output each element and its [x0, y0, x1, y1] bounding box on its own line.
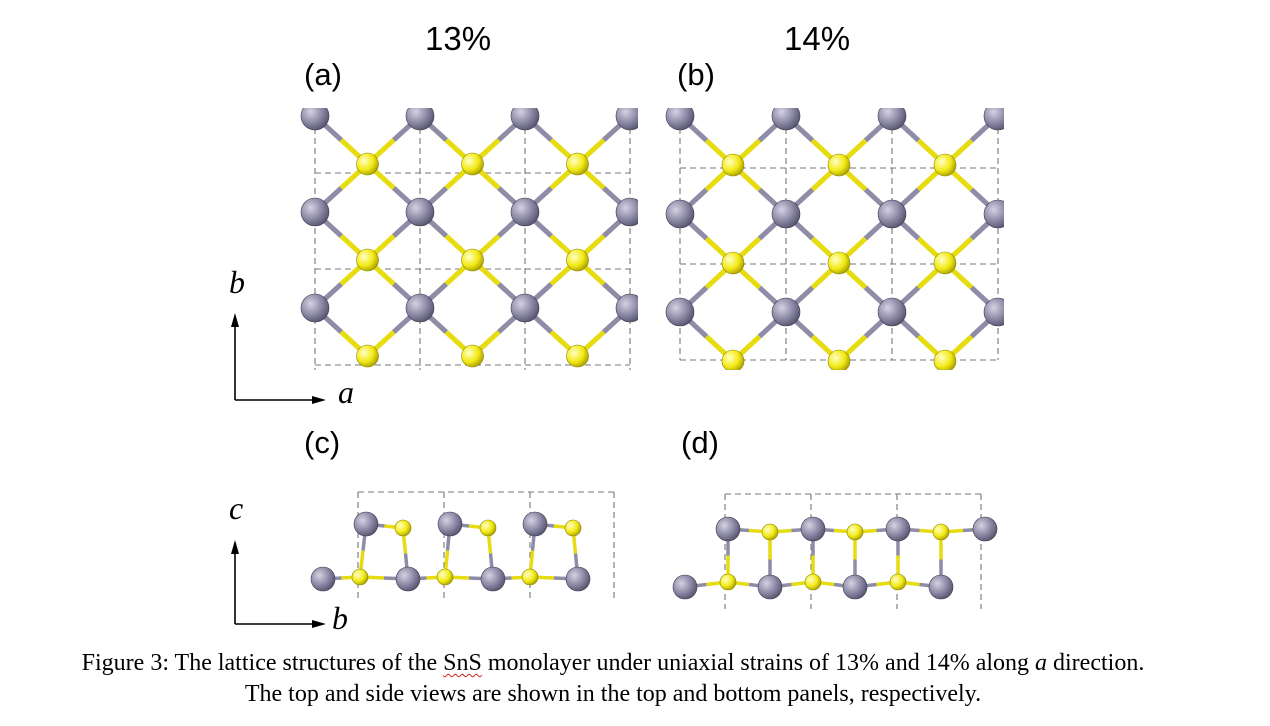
sn-atom — [877, 108, 907, 131]
sn-atom — [300, 108, 330, 131]
sn-atom — [877, 199, 907, 229]
s-atom — [566, 248, 589, 272]
panel-a-top-view-13 — [300, 108, 638, 370]
axis-indicator-bottom — [231, 540, 326, 628]
sn-atom — [757, 574, 783, 600]
s-atom — [827, 251, 851, 275]
heading-14-percent: 14% — [784, 20, 851, 57]
s-atom — [356, 344, 379, 368]
s-atom — [933, 349, 957, 370]
s-atom — [721, 251, 745, 275]
s-atom — [933, 251, 957, 275]
sn-atom — [510, 293, 540, 323]
sn-atom — [972, 516, 998, 542]
caption-text: direction. — [1047, 650, 1145, 676]
sn-atom — [480, 566, 506, 592]
s-atom — [566, 152, 589, 176]
sn-atom — [310, 566, 336, 592]
sn-atom — [983, 199, 1004, 229]
caption-line-2: The top and side views are shown in the … — [244, 681, 982, 707]
sn-atom — [615, 293, 638, 323]
sn-atom — [877, 297, 907, 327]
figure-caption: Figure 3: The lattice structures of the … — [0, 648, 1226, 710]
sn-atom — [672, 574, 698, 600]
sn-atom — [300, 293, 330, 323]
panel-label-d: (d) — [681, 425, 719, 460]
sn-atom — [928, 574, 954, 600]
s-atom — [461, 152, 484, 176]
sn-atom — [665, 297, 695, 327]
sn-atom — [771, 297, 801, 327]
sn-atom — [615, 197, 638, 227]
panel-label-a: (a) — [304, 57, 342, 92]
axis-label-top-b: b — [229, 264, 245, 300]
s-atom — [889, 573, 907, 591]
axis-label-bottom-b: b — [332, 600, 348, 636]
atom-layer — [300, 108, 638, 368]
s-atom — [479, 519, 497, 537]
s-atom — [356, 152, 379, 176]
s-atom — [394, 519, 412, 537]
s-atom — [721, 349, 745, 370]
sn-atom — [771, 108, 801, 131]
s-atom — [564, 519, 582, 537]
sn-atom — [842, 574, 868, 600]
s-atom — [804, 573, 822, 591]
sn-atom — [405, 293, 435, 323]
s-atom — [719, 573, 737, 591]
s-atom — [932, 523, 950, 541]
s-atom — [461, 248, 484, 272]
sn-atom — [715, 516, 741, 542]
sn-atom — [522, 511, 548, 537]
s-atom — [356, 248, 379, 272]
s-atom — [933, 153, 957, 177]
axis-label-top-a: a — [338, 374, 354, 410]
sn-atom — [983, 108, 1004, 131]
sn-atom — [665, 199, 695, 229]
caption-material: SnS — [443, 650, 482, 676]
s-atom — [827, 153, 851, 177]
sn-atom — [983, 297, 1004, 327]
panel-b-top-view-14 — [665, 108, 1004, 370]
s-atom — [521, 568, 539, 586]
caption-line-1: Figure 3: The lattice structures of the … — [0, 648, 1226, 679]
s-atom — [351, 568, 369, 586]
s-atom — [436, 568, 454, 586]
atom-layer — [665, 108, 1004, 370]
panel-label-c: (c) — [304, 425, 341, 460]
s-atom — [461, 344, 484, 368]
sn-atom — [300, 197, 330, 227]
axis-indicator-top — [231, 313, 326, 404]
s-atom — [761, 523, 779, 541]
s-atom — [721, 153, 745, 177]
sn-atom — [395, 566, 421, 592]
s-atom — [827, 349, 851, 370]
s-atom — [846, 523, 864, 541]
sn-atom — [510, 197, 540, 227]
axis-label-bottom-c: c — [229, 490, 244, 526]
sn-atom — [565, 566, 591, 592]
sn-atom — [771, 199, 801, 229]
panel-c-side-view-13 — [310, 491, 615, 602]
caption-text: monolayer under uniaxial strains of 13% … — [481, 650, 1036, 676]
sn-atom — [405, 108, 435, 131]
sn-atom — [800, 516, 826, 542]
sn-atom — [615, 108, 638, 131]
sn-atom — [510, 108, 540, 131]
caption-axis: a — [1035, 650, 1048, 676]
panel-d-side-view-14 — [672, 493, 998, 609]
panel-label-b: (b) — [677, 57, 715, 92]
sn-atom — [437, 511, 463, 537]
caption-text: Figure 3: The lattice structures of the — [81, 650, 444, 676]
sn-atom — [353, 511, 379, 537]
sn-atom — [885, 516, 911, 542]
sn-atom — [665, 108, 695, 131]
sn-atom — [405, 197, 435, 227]
heading-13-percent: 13% — [425, 20, 492, 57]
s-atom — [566, 344, 589, 368]
